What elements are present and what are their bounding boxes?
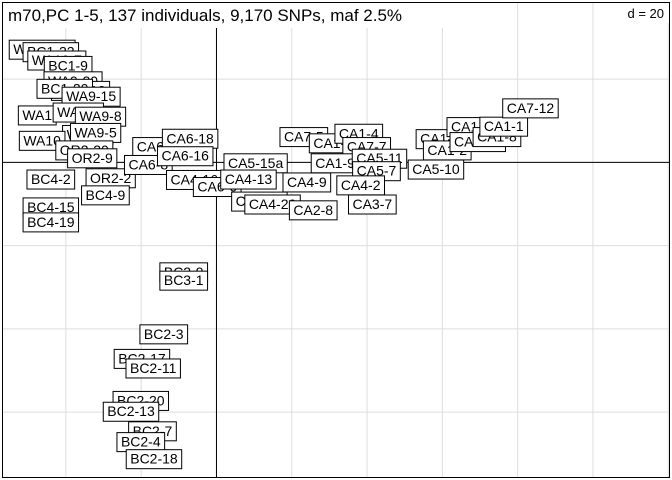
point-label-box <box>81 185 130 206</box>
point-label-text: BC4-2 <box>31 171 71 187</box>
point-label-text: CA4-20 <box>249 196 297 212</box>
point-label-text: CA6-16 <box>161 148 209 164</box>
point-label: CA7-12 <box>502 98 559 119</box>
point-label-box <box>282 172 332 193</box>
point-label-box <box>67 148 118 169</box>
point-label-text: WA9-8 <box>79 108 121 124</box>
point-label-text: CA3-7 <box>352 196 392 212</box>
chart-title: m70,PC 1-5, 137 individuals, 9,170 SNPs,… <box>8 6 402 25</box>
scale-background <box>604 3 669 23</box>
point-label: CA6-16 <box>156 146 214 167</box>
point-label-text: BC2-11 <box>130 360 177 376</box>
point-label: WA9-8 <box>74 106 127 127</box>
point-label-text: CA6-18 <box>166 130 214 146</box>
point-label-text: CA4-13 <box>225 171 273 187</box>
point-label: BC2-18 <box>125 449 183 470</box>
point-label-text: BC2-4 <box>121 434 161 450</box>
point-label-box <box>502 98 559 119</box>
point-label-text: CA4-9 <box>287 174 327 190</box>
point-label-text: OR2-9 <box>72 150 113 166</box>
point-label: WA9-5 <box>69 122 122 143</box>
point-label-text: CA7-12 <box>507 100 555 116</box>
point-label: BC4-2 <box>26 169 76 190</box>
point-label: CA4-9 <box>282 172 332 193</box>
point-label-text: CA4-2 <box>341 177 381 193</box>
point-label-text: BC4-15 <box>27 199 75 215</box>
point-label: CA5-10 <box>407 159 465 180</box>
title-background <box>3 3 448 28</box>
point-label: BC2-4 <box>116 432 166 453</box>
point-label-text: CA2-8 <box>293 202 333 218</box>
point-label-text: CA1-1 <box>484 118 524 134</box>
point-label-text: WA9-5 <box>74 124 116 140</box>
point-label: CA1-1 <box>479 116 529 137</box>
point-label-box <box>156 146 214 167</box>
point-label: WA1 <box>17 105 57 126</box>
point-label-box <box>102 401 160 422</box>
point-label-box <box>26 169 76 190</box>
point-label: OR2-9 <box>67 148 118 169</box>
point-label-box <box>288 200 338 221</box>
point-label: CA6-18 <box>161 128 219 149</box>
point-label-text: BC1-9 <box>48 57 88 73</box>
point-label-box <box>220 169 277 190</box>
point-label-text: WA10 <box>23 132 61 148</box>
point-label-text: BC2-3 <box>144 326 184 342</box>
point-label-text: CA5-10 <box>412 161 460 177</box>
point-label: CA3-7 <box>347 194 397 215</box>
point-label: BC2-11 <box>125 358 181 379</box>
point-label-text: BC3-1 <box>164 272 204 288</box>
point-label: BC2-3 <box>139 324 189 345</box>
scale-label: d = 20 <box>627 6 664 21</box>
point-label-box <box>139 324 189 345</box>
point-label-text: WA1 <box>22 107 52 123</box>
point-label: WA10 <box>18 130 66 151</box>
point-label-text: CA5-15a <box>228 155 283 171</box>
point-label-box <box>159 270 209 291</box>
point-label-text: BC2-18 <box>130 451 178 467</box>
point-label: BC2-13 <box>102 401 160 422</box>
point-label: CA1-9 <box>310 153 360 174</box>
point-label: BC1-9 <box>43 55 93 76</box>
point-label: BC4-19 <box>22 212 80 233</box>
point-label: CA4-13 <box>220 169 277 190</box>
point-labels: WA10-16BC1-22WA10-7BC1-9WA9-20WA9-12BC1-… <box>8 39 559 470</box>
point-label-text: OR2-2 <box>90 170 131 186</box>
point-label: CA4-2 <box>336 175 386 196</box>
point-label: BC4-15 <box>22 197 80 218</box>
point-label-box <box>347 194 397 215</box>
point-label-text: WA9-15 <box>66 88 116 104</box>
point-label-text: BC4-19 <box>27 214 75 230</box>
point-label: BC3-1 <box>159 270 209 291</box>
point-label-text: CA5-7 <box>357 163 397 179</box>
point-label-text: BC2-13 <box>107 403 155 419</box>
point-label: OR2-2 <box>85 168 136 189</box>
point-label-box <box>125 449 183 470</box>
point-label: CA4-20 <box>244 194 301 215</box>
point-label: CA2-8 <box>288 200 338 221</box>
point-label-text: CA1-9 <box>315 155 355 171</box>
point-label-text: BC4-9 <box>86 187 126 203</box>
point-label-box <box>22 212 80 233</box>
point-label: WA9-15 <box>61 86 121 107</box>
point-label: CA6-8 <box>123 154 173 175</box>
point-label: BC4-9 <box>81 185 130 206</box>
point-label-box <box>125 358 181 379</box>
